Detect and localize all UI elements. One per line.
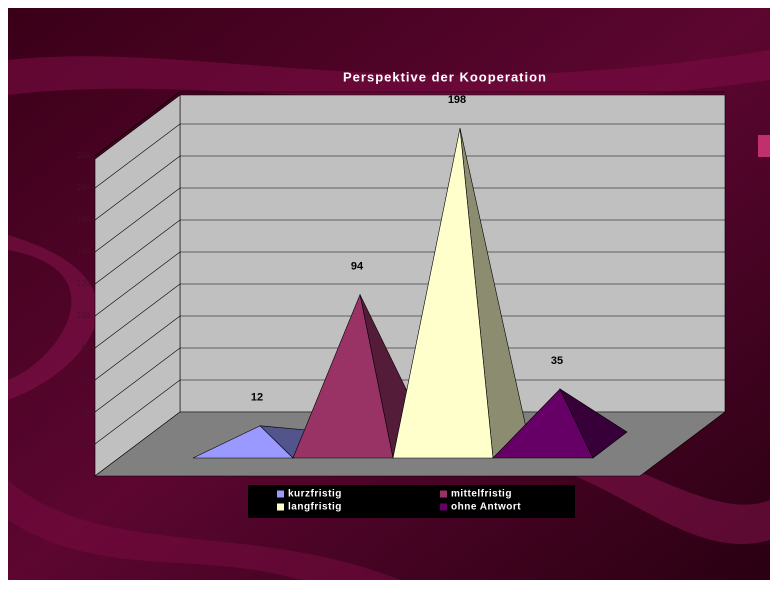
legend-label: kurzfristig <box>288 489 342 500</box>
data-label: 35 <box>551 355 563 367</box>
grid-line <box>94 187 181 253</box>
legend-swatch <box>277 503 284 511</box>
legend-label: mittelfristig <box>451 489 512 500</box>
legend-swatch <box>440 503 447 511</box>
side-wall <box>94 94 181 477</box>
y-tick-label: 80 <box>81 343 90 352</box>
legend-swatch <box>440 490 447 498</box>
pyramid-front <box>192 425 294 459</box>
y-tick-label: 40 <box>81 407 90 416</box>
data-label: 12 <box>251 392 263 404</box>
legend-swatch <box>277 490 284 498</box>
pyramid-front <box>292 293 394 459</box>
y-tick-label: 100 <box>77 311 91 320</box>
y-tick-label: 20 <box>81 439 90 448</box>
y-tick-label: 120 <box>77 279 91 288</box>
legend-label: langfristig <box>288 502 342 513</box>
grid-line <box>94 283 181 349</box>
y-tick-label: 140 <box>77 247 91 256</box>
decor-tab <box>758 135 770 157</box>
decor-swoosh <box>8 50 770 101</box>
data-label: 94 <box>351 261 364 273</box>
y-tick-label: 0 <box>86 471 91 480</box>
y-tick-label: 200 <box>77 151 91 160</box>
chart-title: Perspektive der Kooperation <box>343 69 547 84</box>
y-tick-label: 60 <box>81 375 90 384</box>
decor-swoosh <box>8 480 400 580</box>
decor-swoosh <box>8 235 98 400</box>
grid-line <box>94 379 181 445</box>
legend <box>248 485 575 518</box>
grid-line <box>94 251 181 317</box>
grid-line <box>94 123 181 189</box>
grid-line <box>94 347 181 413</box>
y-tick-label: 180 <box>77 183 91 192</box>
grid-line <box>94 219 181 285</box>
grid-line <box>94 155 181 221</box>
pyramid-front <box>392 128 494 459</box>
grid-line <box>94 315 181 381</box>
legend-label: ohne Antwort <box>451 502 521 513</box>
grid-line <box>94 91 181 157</box>
y-tick-label: 160 <box>77 215 91 224</box>
pyramid-front <box>492 388 594 459</box>
data-label: 198 <box>448 94 466 106</box>
